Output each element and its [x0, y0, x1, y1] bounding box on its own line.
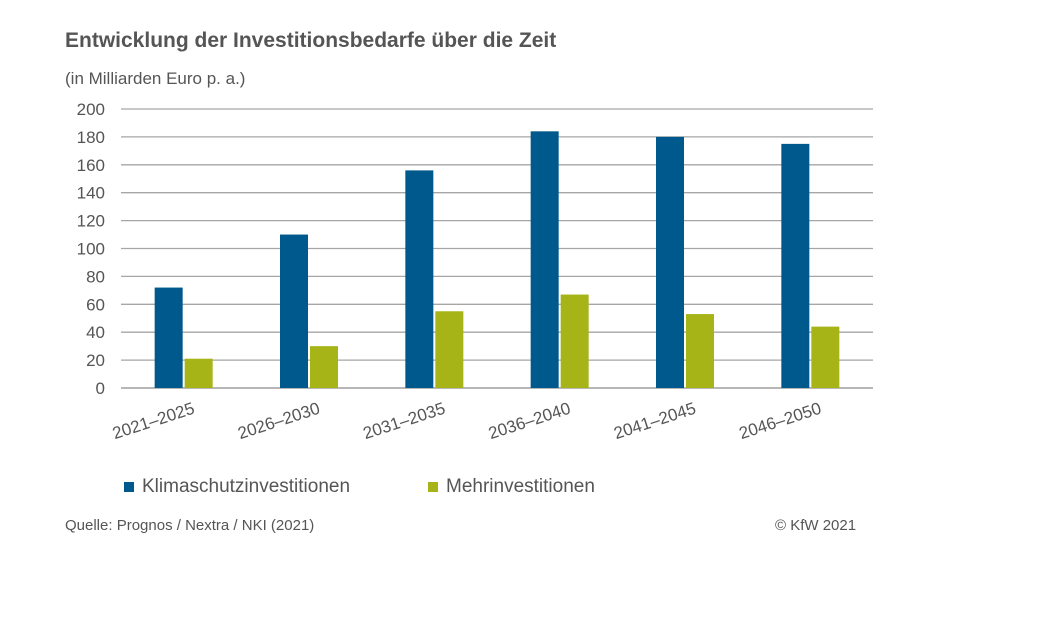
y-tick-label: 80	[86, 267, 105, 286]
bar-mehrinvestitionen	[310, 346, 338, 388]
legend-swatch-mehrinvestitionen	[428, 482, 438, 492]
legend-swatch-klimaschutz	[124, 482, 134, 492]
y-tick-label: 60	[86, 295, 105, 314]
x-tick-label: 2036–2040	[486, 399, 573, 443]
chart-subtitle: (in Milliarden Euro p. a.)	[65, 69, 246, 88]
legend-item-mehrinvestitionen: Mehrinvestitionen	[428, 476, 595, 498]
x-tick-label: 2021–2025	[110, 399, 197, 443]
source-note: Quelle: Prognos / Nextra / NKI (2021)	[65, 517, 315, 534]
x-tick-label: 2026–2030	[235, 399, 322, 443]
y-tick-label: 120	[77, 212, 105, 231]
bar-mehrinvestitionen	[184, 358, 213, 388]
bar-klimaschutz	[405, 170, 434, 388]
bar-mehrinvestitionen	[560, 294, 589, 388]
bar-klimaschutz	[280, 234, 308, 388]
y-tick-label: 140	[77, 184, 105, 203]
x-axis-tick-labels: 2021–2025 2026–2030 2031–2035 2036–2040 2041…	[110, 399, 823, 443]
bar-klimaschutz	[781, 143, 810, 388]
legend-item-klimaschutz: Klimaschutzinvestitionen	[124, 476, 350, 498]
y-tick-label: 0	[96, 379, 105, 398]
bar-mehrinvestitionen	[435, 311, 464, 388]
chart-title: Entwicklung der Investitionsbedarfe über…	[65, 29, 557, 52]
y-tick-label: 100	[77, 240, 105, 259]
y-tick-label: 160	[77, 156, 105, 175]
y-tick-label: 200	[77, 100, 105, 119]
x-tick-label: 2031–2035	[361, 399, 448, 443]
bar-mehrinvestitionen	[686, 314, 714, 388]
gridlines	[121, 108, 873, 389]
y-tick-label: 40	[86, 323, 105, 342]
y-tick-label: 180	[77, 128, 105, 147]
legend-label-klimaschutz: Klimaschutzinvestitionen	[142, 476, 351, 497]
bar-mehrinvestitionen	[811, 326, 840, 388]
y-axis-tick-labels: 0 20 40 60 80 100 120 140 160 180 200	[77, 100, 105, 398]
x-tick-label: 2041–2045	[611, 399, 698, 443]
bars	[154, 131, 840, 388]
bar-klimaschutz	[154, 287, 183, 388]
bar-klimaschutz	[530, 131, 559, 388]
legend-label-mehrinvestitionen: Mehrinvestitionen	[446, 476, 595, 497]
x-tick-label: 2046–2050	[737, 399, 824, 443]
y-tick-label: 20	[86, 351, 105, 370]
copyright-note: © KfW 2021	[775, 517, 857, 534]
bar-klimaschutz	[656, 136, 684, 388]
